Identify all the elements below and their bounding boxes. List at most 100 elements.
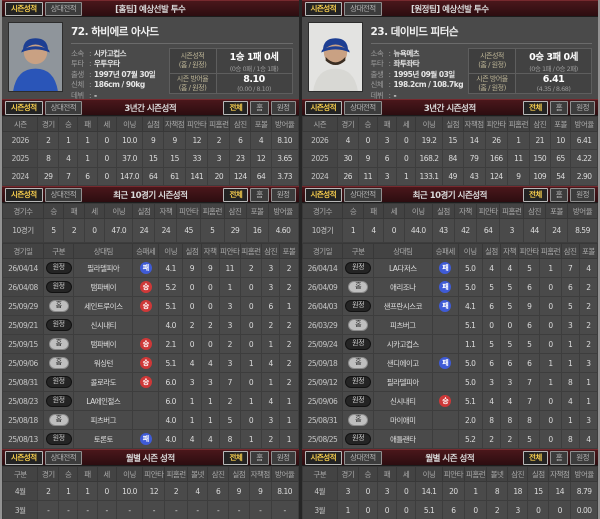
player-info-row: 투타: 좌투좌타 — [370, 59, 420, 69]
filter-all-button[interactable]: 전체 — [522, 450, 548, 465]
summary-row: 시즌 방어율 (홈 / 원정) 8.10 (0.00 / 8.10) — [169, 74, 292, 93]
filter-home-button[interactable]: 홈 — [250, 450, 269, 465]
table-row: 2024 26 11 3 1 133.1 49 43 124 9 109 54 2.90 — [301, 167, 598, 186]
filter-all-button[interactable]: 전체 — [223, 187, 249, 202]
venue-badge: 원정 — [45, 261, 72, 275]
tab-head-to-head[interactable]: 상대전적 — [344, 100, 382, 115]
pitcher-panel-away: 시즌성적 상대전적 [원정팀] 예상선발 투수 23. 데이비드 피터슨 소속:… — [301, 0, 598, 519]
filter-home-button[interactable]: 홈 — [250, 100, 269, 115]
tab-head-to-head[interactable]: 상대전적 — [344, 450, 382, 465]
player-card: 23. 데이비드 피터슨 소속: 뉴욕메츠 투타: 좌투좌타 출생:1995년 09월 … — [301, 17, 598, 100]
section-bar-monthly: 시즌성적 상대전적 월별 시즌 성적 전체 홈 원정 — [301, 449, 598, 466]
pitcher-panel-home: 시즌성적 상대전적 [홈팀] 예상선발 투수 72. 하비에르 아사드 소속: 시… — [2, 0, 299, 519]
table-row: 26/04/14 원정 LA다저스 패 5.0 4 4 5 1 7 4 — [301, 258, 598, 278]
player-info-row: 신체:198.2cm / 108.7kg — [370, 80, 464, 90]
table-row: 25/09/12 원정 필라델피아 5.0 3 3 7 1 8 1 — [301, 372, 598, 392]
table-row: 26/04/14 원정 필라델피아 패 4.1 9 9 11 2 3 2 — [2, 258, 299, 278]
table-row: 25/09/24 원정 시카고컵스 1.1 5 5 5 0 1 2 — [301, 334, 598, 354]
venue-badge: 원정 — [345, 375, 372, 389]
filter-away-button[interactable]: 원정 — [270, 100, 296, 115]
summary-row: 시즌 방어율 (홈 / 원정) 6.41 (4.35 / 8.68) — [469, 74, 591, 93]
table-row: 26/04/03 원정 샌프란시스코 패 4.1 6 5 9 0 5 2 — [301, 296, 598, 316]
tab-season-stats[interactable]: 시즌성적 — [5, 187, 43, 202]
tab-season-stats[interactable]: 시즌성적 — [304, 187, 343, 202]
player-info-row: 소속: 시카고컵스 — [71, 49, 127, 58]
player-info-row: 데뷔: - — [71, 90, 97, 100]
table-row: 25/09/15 홈 탬파베이 승 2.1 0 0 2 0 1 2 — [2, 334, 299, 354]
table-row: 25/08/18 홈 피츠버그 4.0 1 1 5 0 3 1 — [2, 410, 299, 430]
section-bar-three-year: 시즌성적 상대전적 3년간 시즌성적 전체 홈 원정 — [301, 99, 598, 116]
venue-badge: 홈 — [348, 413, 369, 427]
player-info-row: 출생:1997년 07월 30일 — [71, 69, 156, 79]
tab-season-stats[interactable]: 시즌성적 — [304, 1, 343, 16]
filter-home-button[interactable]: 홈 — [549, 450, 569, 465]
filter-away-button[interactable]: 원정 — [270, 450, 296, 465]
summary-row: 시즌성적 (홈 / 원정) 0승 3패 0세 (0승 1패 / 0승 2패) — [469, 49, 591, 74]
venue-badge: 원정 — [45, 375, 72, 389]
loss-badge: 패 — [439, 357, 452, 369]
recent10-game-log: 경기일 구분 상대팀 승패세 이닝 실점 자책 피안타 피홈런 삼진 포볼 26/04/14 원정 필라델… — [2, 243, 299, 449]
table-row: 25/09/06 홈 워싱턴 승 5.1 4 4 3 1 4 2 — [2, 353, 299, 373]
player-photo — [8, 22, 63, 92]
player-name: 72. 하비에르 아사드 — [71, 22, 293, 44]
three-year-table: 시즌 경기 승 패 세 이닝 실점 자책점 피안타 피홈런 삼진 포볼 방어율 2026 2 1 1 0 10.0 9… — [2, 116, 299, 186]
table-row: 10경기 1 4 0 44.0 43 42 64 3 44 24 8.59 — [301, 218, 598, 243]
filter-away-button[interactable]: 원정 — [570, 187, 595, 202]
filter-all-button[interactable]: 전체 — [223, 450, 249, 465]
filter-home-button[interactable]: 홈 — [549, 187, 569, 202]
filter-all-button[interactable]: 전체 — [522, 100, 548, 115]
player-card: 72. 하비에르 아사드 소속: 시카고컵스 투타: 우투우타 출생:1997년 07월… — [2, 17, 299, 100]
tab-head-to-head[interactable]: 상대전적 — [44, 187, 83, 202]
table-row: 25/08/31 홈 마이애미 2.0 8 8 8 0 1 3 — [301, 410, 598, 430]
tab-head-to-head[interactable]: 상대전적 — [44, 100, 83, 115]
table-row: 2025 8 4 1 0 37.0 15 15 33 3 23 12 3.65 — [2, 149, 299, 168]
loss-badge: 패 — [139, 433, 152, 445]
filter-away-button[interactable]: 원정 — [570, 100, 595, 115]
table-row: 2025 30 9 6 0 168.2 84 79 166 11 150 65 4.22 — [301, 149, 598, 168]
filter-home-button[interactable]: 홈 — [250, 187, 269, 202]
win-badge: 승 — [139, 376, 152, 388]
table-row: 3월 - - - - - - - - - - - - — [2, 500, 299, 519]
loss-badge: 패 — [439, 281, 452, 293]
venue-badge: 원정 — [345, 432, 372, 446]
tab-season-stats[interactable]: 시즌성적 — [5, 100, 43, 115]
player-photo — [307, 22, 363, 92]
table-row: 3월 1 0 0 0 5.1 6 0 2 3 0 0 0.00 — [301, 500, 598, 519]
tab-head-to-head[interactable]: 상대전적 — [344, 1, 382, 16]
filter-all-button[interactable]: 전체 — [223, 100, 249, 115]
table-row: 2024 29 7 6 0 147.0 64 61 141 20 124 64 3.73 — [2, 167, 299, 186]
recent10-summary-table: 경기수 승 패 세 이닝 실점 자책 피안타 피홈런 삼진 포볼 방어율 10경기 5 2 0 47.0 24 24… — [2, 203, 299, 243]
venue-badge: 원정 — [345, 394, 372, 408]
table-row: 2026 2 1 1 0 10.0 9 9 12 2 6 4 8.10 — [2, 131, 299, 150]
filter-all-button[interactable]: 전체 — [522, 187, 548, 202]
table-row: 26/03/29 홈 피츠버그 5.1 0 0 6 0 3 2 — [301, 315, 598, 335]
venue-badge: 원정 — [345, 299, 372, 313]
venue-badge: 원정 — [45, 318, 72, 332]
tab-season-stats[interactable]: 시즌성적 — [5, 450, 43, 465]
tab-season-stats[interactable]: 시즌성적 — [304, 450, 343, 465]
player-info-row: 투타: 우투우타 — [71, 59, 120, 69]
filter-away-button[interactable]: 원정 — [270, 187, 296, 202]
tab-head-to-head[interactable]: 상대전적 — [344, 187, 382, 202]
venue-badge: 원정 — [45, 432, 72, 446]
filter-away-button[interactable]: 원정 — [570, 450, 595, 465]
table-row: 25/09/21 원정 신시내티 4.0 2 2 3 0 2 2 — [2, 315, 299, 335]
venue-badge: 홈 — [48, 413, 69, 427]
player-info-row: 출생:1995년 09월 03일 — [370, 69, 456, 79]
table-row: 4월 2 1 1 0 10.0 12 2 4 6 9 9 8.10 — [2, 481, 299, 501]
venue-badge: 홈 — [48, 356, 69, 370]
tab-head-to-head[interactable]: 상대전적 — [44, 450, 83, 465]
season-summary-box: 시즌성적 (홈 / 원정) 0승 3패 0세 (0승 1패 / 0승 2패) 시즌 방어… — [468, 48, 592, 94]
tab-head-to-head[interactable]: 상대전적 — [44, 1, 83, 16]
player-info-row: 신체:186cm / 90kg — [71, 80, 145, 90]
panel-header-bar: 시즌성적 상대전적 [원정팀] 예상선발 투수 — [301, 0, 598, 17]
tab-season-stats[interactable]: 시즌성적 — [5, 1, 43, 16]
table-row: 25/09/06 원정 신시내티 승 5.1 4 4 7 0 4 1 — [301, 391, 598, 411]
monthly-table: 구분 경기 승 패 세 이닝 피안타 피홈런 볼넷 삼진 실점 자책점 방어율 4월 2 1 1 0 10.0 12 2… — [2, 466, 299, 519]
win-badge: 승 — [139, 300, 152, 312]
tab-season-stats[interactable]: 시즌성적 — [304, 100, 343, 115]
win-badge: 승 — [139, 338, 152, 350]
section-bar-three-year: 시즌성적 상대전적 3년간 시즌성적 전체 홈 원정 — [2, 99, 299, 116]
filter-home-button[interactable]: 홈 — [549, 100, 569, 115]
